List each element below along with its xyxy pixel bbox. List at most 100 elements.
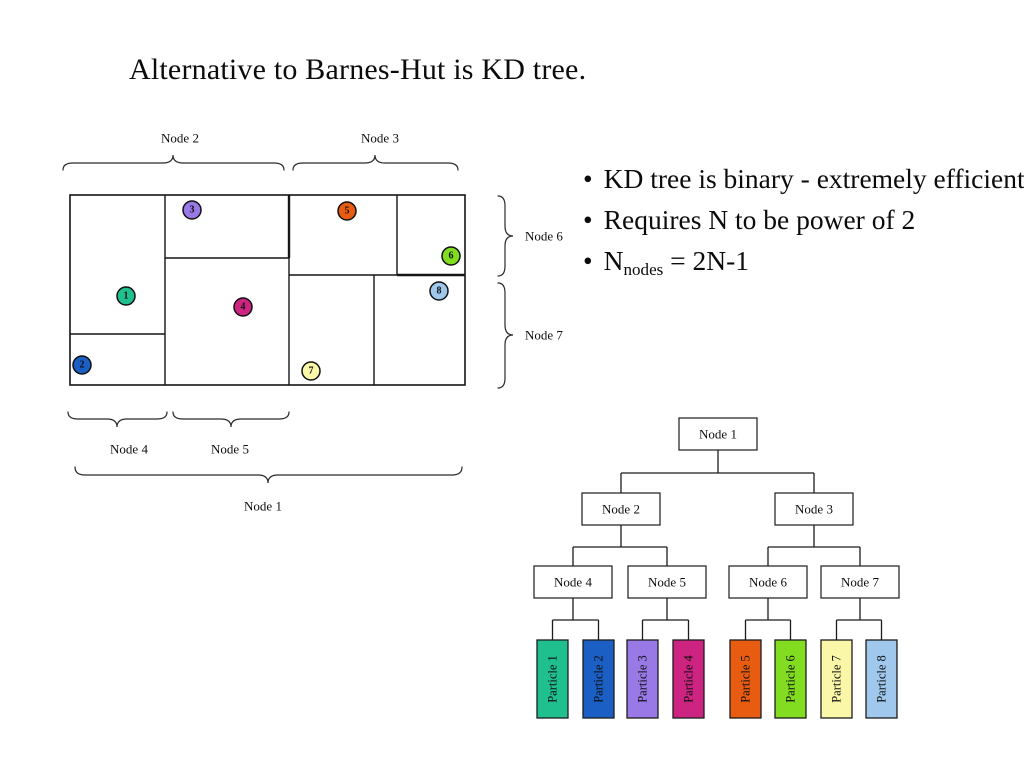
tree-node-6: Node 6	[728, 565, 808, 599]
particle-2-circle	[72, 355, 92, 375]
bullet-marker: •	[583, 204, 593, 235]
bullet-2-text: Requires N to be power of 2	[603, 204, 916, 235]
bullet-marker: •	[583, 245, 593, 276]
bullet-marker: •	[583, 163, 593, 194]
tree-node-7: Node 7	[820, 565, 900, 599]
spatial-partition-diagram: Node 2 Node 3 Node 6 Node 7 Node 4 Node …	[62, 131, 563, 514]
tree-node-2: Node 2	[581, 492, 661, 526]
tree-node-3: Node 3	[774, 492, 854, 526]
tree-node-2-label: Node 2	[602, 502, 640, 517]
tree-node-5-label: Node 5	[648, 575, 686, 590]
tree-particle-6: Particle 6	[774, 639, 807, 719]
tree-particle-5-label: Particle 5	[739, 655, 753, 703]
particle-7-circle	[301, 361, 321, 381]
particle-dot-7: 7	[301, 361, 321, 381]
tree-node-7-label: Node 7	[841, 575, 879, 590]
tree-particle-6-label: Particle 6	[784, 655, 798, 703]
tree-particle-1-box	[536, 639, 569, 719]
brace-node4: Node 4	[67, 411, 168, 457]
particle-dot-3: 3	[182, 200, 202, 220]
tree-node-5: Node 5	[627, 565, 707, 599]
tree-particle-2-label: Particle 2	[592, 655, 606, 703]
brace-node7-path	[497, 282, 514, 389]
bullet-3-pre: N	[603, 245, 624, 276]
bullet-item-1: • KD tree is binary - extremely efficient	[583, 158, 1024, 199]
brace-node2-path	[62, 154, 285, 171]
particle-4-num: 4	[241, 302, 246, 313]
tree-node-2-box	[581, 492, 661, 526]
kd-tree-diagram: Node 1 Node 2 Node 3 Node 4 Node 5 Node …	[533, 417, 900, 719]
tree-node-1-box	[678, 417, 758, 451]
brace-node5: Node 5	[172, 411, 290, 457]
particle-dot-5: 5	[337, 201, 357, 221]
bullet-item-3: • Nnodes = 2N-1	[583, 240, 1024, 290]
tree-node-4: Node 4	[533, 565, 613, 599]
tree-node-7-box	[820, 565, 900, 599]
particle-dot-8: 8	[429, 281, 449, 301]
label-node3: Node 3	[361, 131, 399, 146]
particle-1-num: 1	[124, 291, 129, 302]
particle-1-circle	[116, 286, 136, 306]
brace-node2: Node 2	[62, 131, 285, 171]
brace-node1-path	[74, 466, 463, 484]
connector-node1-children	[620, 450, 815, 493]
tree-node-4-label: Node 4	[554, 575, 592, 590]
connector-node7-children	[835, 598, 883, 640]
particle-dot-4: 4	[233, 297, 253, 317]
tree-node-3-box	[774, 492, 854, 526]
brace-node3: Node 3	[292, 131, 459, 171]
particle-dot-1: 1	[116, 286, 136, 306]
tree-particle-7-box	[820, 639, 853, 719]
partition-walls	[69, 194, 466, 386]
bullet-3-post: = 2N-1	[663, 245, 750, 276]
tree-node-1: Node 1	[678, 417, 758, 451]
brace-node5-path	[172, 411, 290, 428]
label-node4: Node 4	[110, 442, 148, 457]
label-node1: Node 1	[244, 499, 282, 514]
label-node6: Node 6	[525, 229, 563, 244]
bullet-1-text: KD tree is binary - extremely efficient	[603, 163, 1024, 194]
tree-node-6-box	[728, 565, 808, 599]
tree-particle-5-box	[729, 639, 762, 719]
tree-node-4-box	[533, 565, 613, 599]
particle-8-num: 8	[437, 286, 442, 297]
particle-3-num: 3	[190, 205, 195, 216]
tree-particle-1: Particle 1	[536, 639, 569, 719]
tree-connectors	[551, 450, 883, 640]
bullet-list: • KD tree is binary - extremely efficient…	[583, 158, 1024, 290]
connector-node2-children	[572, 525, 668, 566]
tree-particle-4-label: Particle 4	[682, 654, 696, 702]
tree-node-1-label: Node 1	[699, 427, 737, 442]
particle-6-circle	[441, 246, 461, 266]
tree-particle-1-label: Particle 1	[546, 655, 560, 703]
connector-node3-children	[767, 525, 861, 566]
brace-node6: Node 6	[497, 195, 563, 277]
brace-node7: Node 7	[497, 282, 563, 389]
particle-2-num: 2	[80, 360, 85, 371]
tree-particle-2-box	[582, 639, 615, 719]
slide-title: Alternative to Barnes-Hut is KD tree.	[129, 53, 587, 86]
label-node2: Node 2	[161, 131, 199, 146]
connector-node4-children	[551, 598, 600, 640]
brace-node6-path	[497, 195, 514, 277]
connector-node5-children	[641, 598, 690, 640]
connector-node6-children	[744, 598, 792, 640]
particle-3-circle	[182, 200, 202, 220]
tree-particle-8-label: Particle 8	[875, 655, 889, 703]
particle-7-num: 7	[309, 366, 314, 377]
label-node7: Node 7	[525, 328, 563, 343]
tree-particle-8-box	[865, 639, 898, 719]
particle-5-num: 5	[345, 206, 350, 217]
brace-node3-path	[292, 154, 459, 171]
particle-6-num: 6	[449, 251, 454, 262]
brace-node4-path	[67, 411, 168, 428]
tree-particle-8: Particle 8	[865, 639, 898, 719]
brace-node1: Node 1	[74, 466, 463, 514]
label-node5: Node 5	[211, 442, 249, 457]
tree-particle-2: Particle 2	[582, 639, 615, 719]
tree-particle-4-box	[672, 639, 705, 719]
tree-particle-3-label: Particle 3	[636, 655, 650, 703]
bullet-3-subscript: nodes	[623, 259, 664, 279]
particle-8-circle	[429, 281, 449, 301]
